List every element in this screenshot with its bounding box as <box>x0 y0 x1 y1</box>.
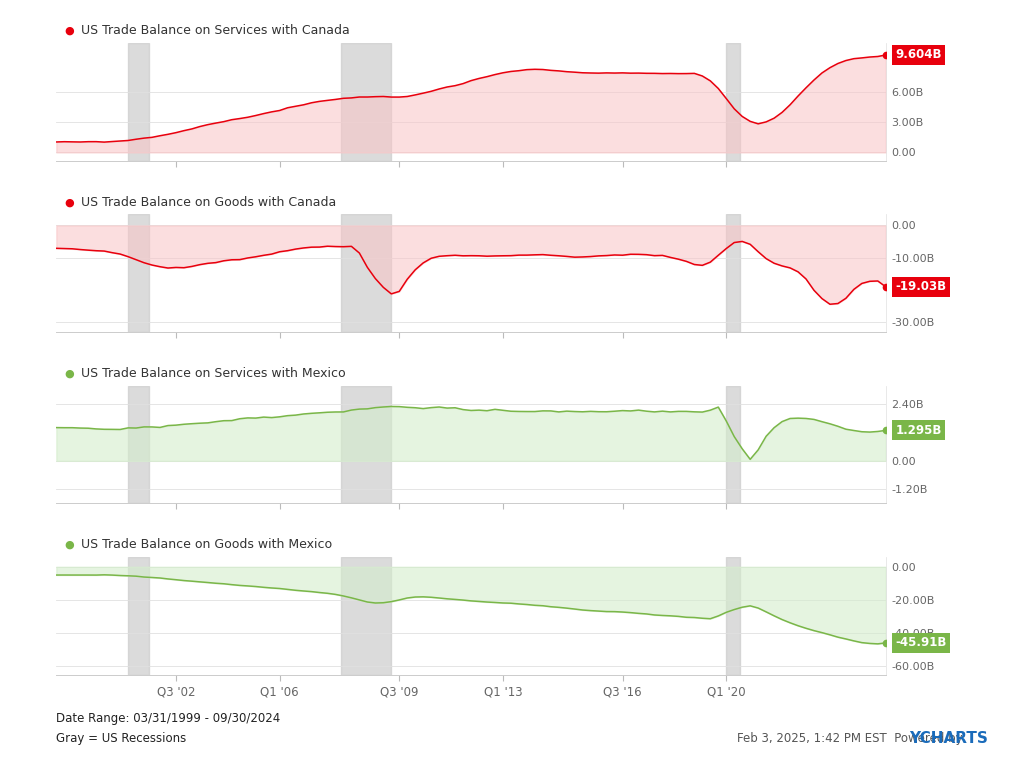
Bar <box>128 557 150 675</box>
Bar <box>726 214 739 332</box>
Text: ●: ● <box>65 26 75 36</box>
Text: -19.03B: -19.03B <box>895 280 946 293</box>
Bar <box>128 43 150 160</box>
Bar <box>726 43 739 160</box>
Text: US Trade Balance on Goods with Mexico: US Trade Balance on Goods with Mexico <box>81 538 332 552</box>
Text: ●: ● <box>65 198 75 207</box>
Text: US Trade Balance on Services with Canada: US Trade Balance on Services with Canada <box>81 24 349 37</box>
Text: US Trade Balance on Goods with Canada: US Trade Balance on Goods with Canada <box>81 196 336 209</box>
Text: US Trade Balance on Services with Mexico: US Trade Balance on Services with Mexico <box>81 367 345 380</box>
Text: Date Range: 03/31/1999 - 09/30/2024: Date Range: 03/31/1999 - 09/30/2024 <box>56 711 281 725</box>
Text: YCHARTS: YCHARTS <box>909 731 988 746</box>
Text: Gray = US Recessions: Gray = US Recessions <box>56 732 186 746</box>
Bar <box>128 214 150 332</box>
Bar <box>128 385 150 503</box>
Text: ●: ● <box>65 369 75 378</box>
Text: 1.295B: 1.295B <box>895 424 942 437</box>
Bar <box>341 557 391 675</box>
Text: 9.604B: 9.604B <box>895 49 942 62</box>
Text: ●: ● <box>65 540 75 550</box>
Bar <box>341 385 391 503</box>
Text: Feb 3, 2025, 1:42 PM EST  Powered by: Feb 3, 2025, 1:42 PM EST Powered by <box>737 732 967 746</box>
Bar <box>341 43 391 160</box>
Bar <box>726 385 739 503</box>
Bar <box>726 557 739 675</box>
Text: -45.91B: -45.91B <box>895 636 947 649</box>
Bar <box>341 214 391 332</box>
